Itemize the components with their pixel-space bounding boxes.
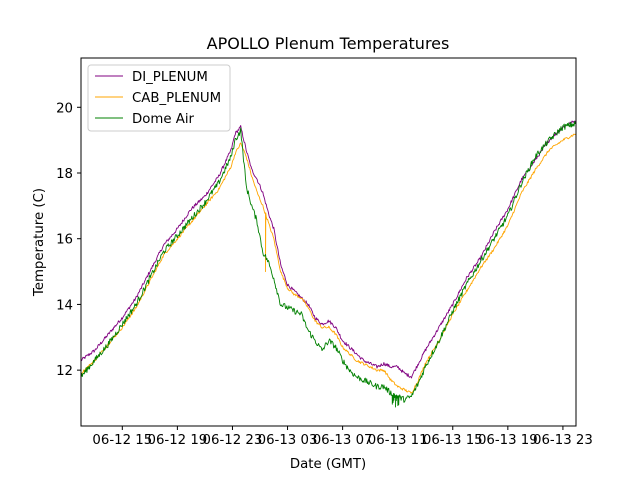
y-axis: 12 14 16 18 20 (56, 101, 81, 379)
x-tick-label: 06-12 19 (147, 433, 207, 448)
y-tick-label: 20 (56, 101, 73, 116)
series-line-cab-plenum (81, 133, 576, 394)
legend: DI_PLENUM CAB_PLENUM Dome Air (87, 64, 231, 132)
x-tick-label: 06-13 19 (478, 433, 538, 448)
x-tick-label: 06-13 23 (533, 433, 593, 448)
legend-label: DI_PLENUM (132, 70, 208, 85)
y-tick-label: 12 (56, 364, 73, 379)
y-axis-label: Temperature (C) (32, 188, 47, 297)
x-tick-label: 06-12 15 (92, 433, 152, 448)
y-tick-label: 14 (56, 298, 73, 313)
series-line-dome-air (81, 121, 576, 408)
chart-title: APOLLO Plenum Temperatures (207, 34, 450, 53)
x-tick-label: 06-13 11 (368, 433, 428, 448)
axes-frame (80, 57, 577, 427)
series-lines (81, 120, 576, 408)
x-tick-label: 06-13 15 (423, 433, 483, 448)
y-tick-label: 18 (56, 167, 73, 182)
x-axis-label: Date (GMT) (290, 457, 366, 472)
x-tick-label: 06-13 03 (258, 433, 318, 448)
legend-box (87, 64, 231, 132)
y-tick-label: 16 (56, 233, 73, 248)
x-tick-label: 06-12 23 (203, 433, 263, 448)
legend-label: CAB_PLENUM (132, 91, 221, 106)
x-tick-label: 06-13 07 (313, 433, 373, 448)
legend-label: Dome Air (132, 112, 195, 127)
series-line-di-plenum (81, 120, 576, 379)
